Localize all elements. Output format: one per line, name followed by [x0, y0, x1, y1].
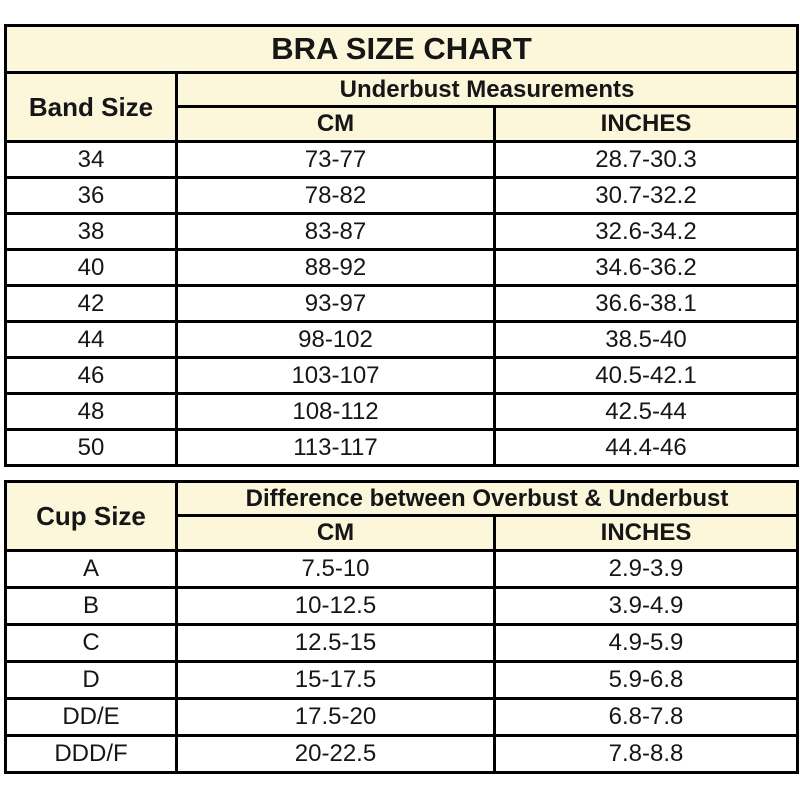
table-row: 36 78-82 30.7-32.2	[4, 176, 799, 215]
band-cm-column-header: CM	[175, 105, 496, 143]
cm-cell: 7.5-10	[175, 549, 496, 589]
cm-cell: 12.5-15	[175, 623, 496, 663]
table-row: 48 108-112 42.5-44	[4, 392, 799, 431]
cup-size-cell: DD/E	[4, 697, 178, 737]
band-size-cell: 44	[4, 320, 178, 359]
table-row: 34 73-77 28.7-30.3	[4, 140, 799, 179]
inches-cell: 4.9-5.9	[492, 623, 800, 663]
cm-cell: 93-97	[175, 284, 496, 323]
cup-cm-column-header: CM	[175, 514, 496, 552]
cup-size-table: Cup Size Difference between Overbust & U…	[4, 480, 800, 774]
table-row: 38 83-87 32.6-34.2	[4, 212, 799, 251]
column-header-row: CM INCHES	[6, 105, 799, 143]
inches-cell: 38.5-40	[493, 320, 799, 359]
inches-cell: 40.5-42.1	[493, 356, 799, 395]
table-row: B 10-12.5 3.9-4.9	[4, 586, 800, 626]
inches-cell: 42.5-44	[493, 392, 799, 431]
band-size-cell: 36	[4, 176, 178, 215]
cm-cell: 108-112	[175, 392, 496, 431]
column-header-row: CM INCHES	[6, 514, 800, 552]
inches-cell: 2.9-3.9	[492, 549, 800, 589]
cm-cell: 17.5-20	[175, 697, 496, 737]
table-row: A 7.5-10 2.9-3.9	[4, 549, 800, 589]
cup-size-corner-header: Cup Size	[4, 480, 178, 552]
inches-cell: 7.8-8.8	[492, 734, 800, 774]
table-row: C 12.5-15 4.9-5.9	[4, 623, 800, 663]
cup-size-cell: A	[4, 549, 178, 589]
inches-cell: 3.9-4.9	[492, 586, 800, 626]
table-row: 42 93-97 36.6-38.1	[4, 284, 799, 323]
cm-cell: 83-87	[175, 212, 496, 251]
cup-size-cell: DDD/F	[4, 734, 178, 774]
band-size-cell: 34	[4, 140, 178, 179]
cm-cell: 98-102	[175, 320, 496, 359]
inches-cell: 32.6-34.2	[493, 212, 799, 251]
difference-overbust-underbust-header: Difference between Overbust & Underbust	[174, 480, 800, 517]
cm-cell: 20-22.5	[175, 734, 496, 774]
table-row: 44 98-102 38.5-40	[4, 320, 799, 359]
table-row: D 15-17.5 5.9-6.8	[4, 660, 800, 700]
table-row: 40 88-92 34.6-36.2	[4, 248, 799, 287]
band-size-cell: 48	[4, 392, 178, 431]
cm-cell: 88-92	[175, 248, 496, 287]
inches-cell: 6.8-7.8	[492, 697, 800, 737]
table-row: DD/E 17.5-20 6.8-7.8	[4, 697, 800, 737]
cm-cell: 78-82	[175, 176, 496, 215]
cup-inches-column-header: INCHES	[492, 514, 800, 552]
underbust-measurements-header: Underbust Measurements	[175, 71, 799, 108]
cm-cell: 103-107	[175, 356, 496, 395]
band-size-cell: 38	[4, 212, 178, 251]
table-row: DDD/F 20-22.5 7.8-8.8	[4, 734, 800, 774]
inches-cell: 30.7-32.2	[493, 176, 799, 215]
cm-cell: 10-12.5	[175, 586, 496, 626]
band-inches-column-header: INCHES	[493, 105, 799, 143]
table-row: 46 103-107 40.5-42.1	[4, 356, 799, 395]
cup-size-cell: B	[4, 586, 178, 626]
inches-cell: 5.9-6.8	[492, 660, 800, 700]
page-title: BRA SIZE CHART	[4, 24, 799, 74]
cm-cell: 73-77	[175, 140, 496, 179]
inches-cell: 36.6-38.1	[493, 284, 799, 323]
group-header-row: Cup Size Difference between Overbust & U…	[4, 480, 800, 552]
band-size-corner-header: Band Size	[4, 71, 178, 143]
band-size-cell: 42	[4, 284, 178, 323]
inches-cell: 44.4-46	[493, 428, 799, 467]
band-size-table: BRA SIZE CHART Band Size Underbust Measu…	[4, 24, 799, 467]
group-header-row: Band Size Underbust Measurements	[4, 71, 799, 143]
cup-size-cell: C	[4, 623, 178, 663]
inches-cell: 34.6-36.2	[493, 248, 799, 287]
cm-cell: 113-117	[175, 428, 496, 467]
title-row: BRA SIZE CHART	[4, 24, 799, 74]
band-size-cell: 40	[4, 248, 178, 287]
band-size-cell: 50	[4, 428, 178, 467]
table-row: 50 113-117 44.4-46	[4, 428, 799, 467]
inches-cell: 28.7-30.3	[493, 140, 799, 179]
cm-cell: 15-17.5	[175, 660, 496, 700]
cup-size-cell: D	[4, 660, 178, 700]
band-size-cell: 46	[4, 356, 178, 395]
